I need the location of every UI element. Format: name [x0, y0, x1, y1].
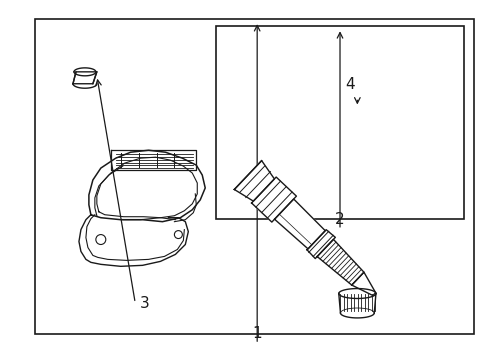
Polygon shape: [89, 150, 205, 222]
Polygon shape: [317, 239, 364, 285]
Text: 2: 2: [335, 212, 345, 227]
Text: 4: 4: [345, 77, 355, 93]
Polygon shape: [352, 272, 376, 296]
Text: 1: 1: [252, 326, 262, 341]
Polygon shape: [73, 72, 97, 84]
Text: 3: 3: [140, 296, 150, 311]
Circle shape: [174, 231, 182, 239]
Polygon shape: [274, 199, 325, 249]
Polygon shape: [307, 230, 335, 258]
Polygon shape: [251, 177, 296, 222]
Bar: [216, 26, 464, 219]
Polygon shape: [341, 293, 374, 313]
Polygon shape: [79, 215, 188, 266]
Circle shape: [96, 235, 106, 244]
Polygon shape: [234, 161, 274, 201]
Bar: [35, 19, 474, 334]
